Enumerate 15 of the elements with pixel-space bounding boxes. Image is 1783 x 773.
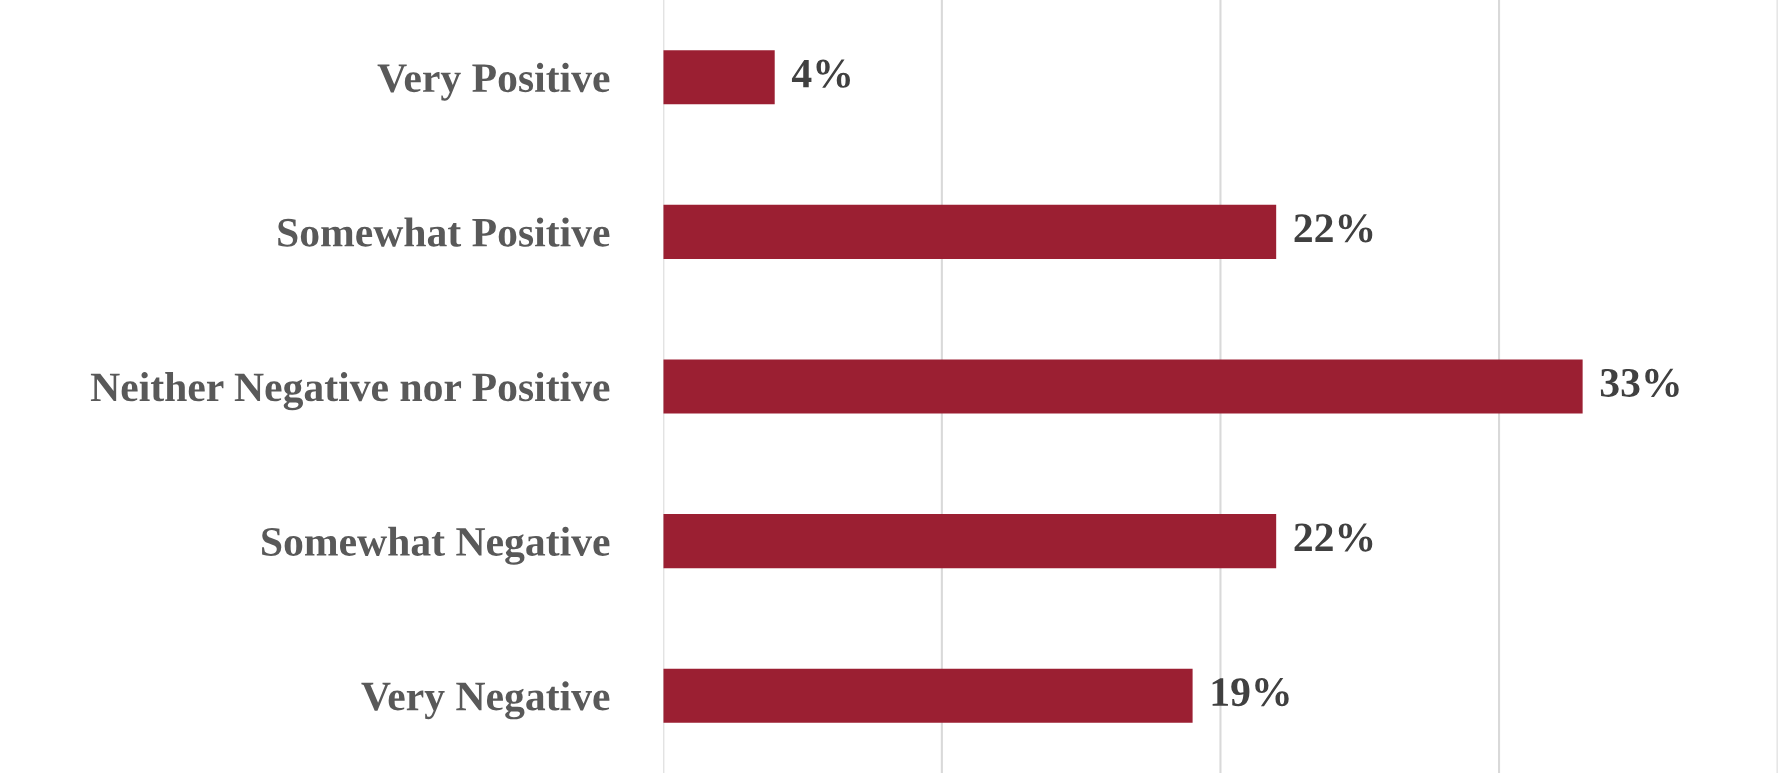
data-label: 19% (1212, 678, 1289, 707)
bar (663, 359, 1583, 414)
y-tick-label: Somewhat Positive (278, 217, 610, 247)
bar (663, 204, 1277, 259)
data-label: 33% (1600, 368, 1679, 398)
data-label: 22% (1294, 523, 1373, 552)
y-tick-label: Somewhat Negative (262, 526, 610, 565)
y-tick-label: Very Positive (377, 62, 610, 101)
bar (663, 50, 775, 105)
y-tick-label: Neither Negative nor Positive (90, 372, 610, 411)
bar (663, 514, 1277, 569)
bar (663, 668, 1193, 723)
data-label: 4% (791, 59, 850, 88)
y-tick-label: Very Negative (361, 681, 610, 720)
data-label: 22% (1294, 214, 1373, 243)
